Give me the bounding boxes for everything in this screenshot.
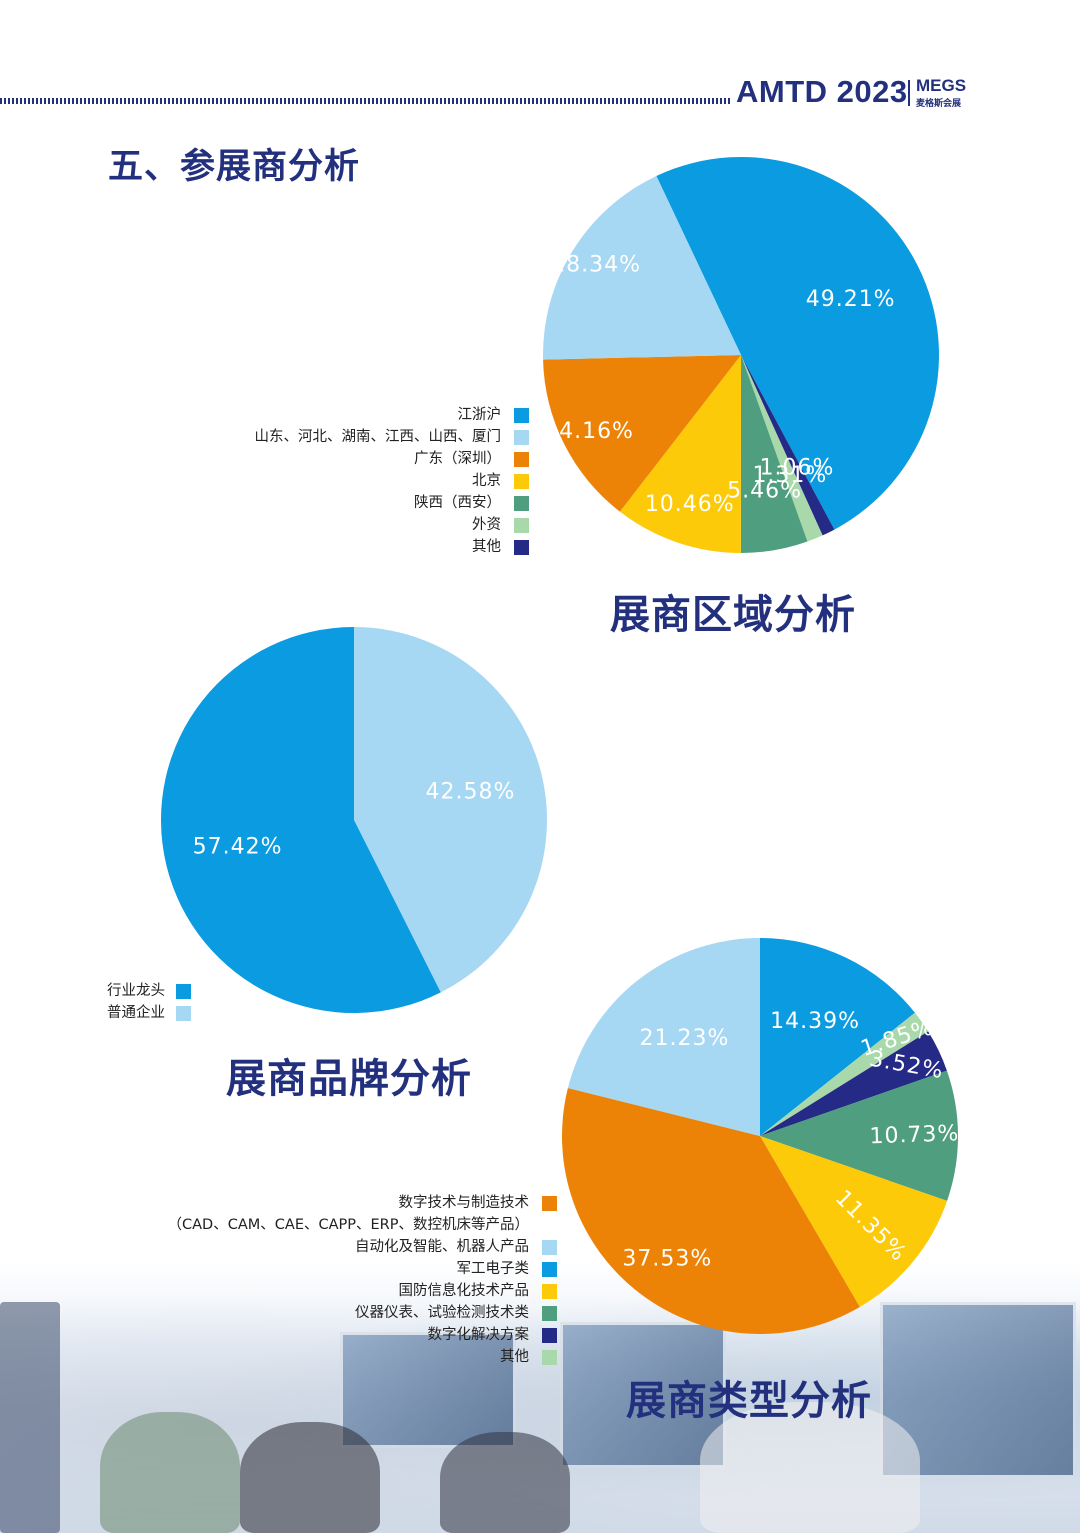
legend-swatch (542, 1284, 557, 1299)
brand-divider (908, 80, 910, 106)
legend-swatch (542, 1350, 557, 1365)
legend-item: 军工电子类 (120, 1258, 557, 1280)
pie-slice (619, 355, 741, 553)
legend-swatch (514, 518, 529, 533)
legend-item: 其他 (180, 536, 529, 558)
visitor-figure (440, 1432, 570, 1533)
legend-sublabel: （CAD、CAM、CAE、CAPP、ERP、数控机床等产品） (167, 1217, 529, 1233)
legend-swatch (542, 1306, 557, 1321)
legend-item: 国防信息化技术产品 (120, 1280, 557, 1302)
visitor-figure (700, 1402, 920, 1533)
pie-slice-label: 1.85% (858, 1015, 937, 1062)
pie-slice (161, 627, 441, 1014)
legend-swatch (514, 408, 529, 423)
legend-item: 山东、河北、湖南、江西、山西、厦门 (180, 426, 529, 448)
pie-slice (741, 355, 835, 536)
legend-label: 行业龙头 (107, 983, 165, 999)
pie-slice-label: 10.46% (645, 492, 735, 517)
pie-slice-label: 18.34% (551, 253, 641, 278)
legend-label: 仪器仪表、试验检测技术类 (355, 1305, 529, 1321)
pie-slice-label: 1.06% (760, 456, 835, 481)
pie-slice-label: 10.73% (869, 1121, 960, 1149)
pie-slice-label: 1.31% (752, 463, 827, 488)
header-dotted-rule (0, 98, 732, 104)
legend-label: 其他 (500, 1349, 529, 1365)
legend-swatch (514, 430, 529, 445)
pie-slice-label: 11.35% (830, 1186, 911, 1267)
legend-item: 仪器仪表、试验检测技术类 (120, 1302, 557, 1324)
legend-item: 江浙沪 (180, 404, 529, 426)
legend-item: 数字化解决方案 (120, 1324, 557, 1346)
legend-item: 行业龙头 (100, 980, 191, 1002)
pie-slice (543, 175, 741, 360)
pie-slice (740, 355, 808, 553)
visitor-figure (100, 1412, 240, 1533)
visitor-figure (240, 1422, 380, 1533)
legend-label: 军工电子类 (456, 1261, 530, 1277)
pie-slice-label: 49.21% (806, 287, 896, 312)
legend-item: 陕西（西安） (180, 492, 529, 514)
legend-swatch (542, 1240, 557, 1255)
pie-slice (656, 156, 940, 530)
organizer-logo-subtitle: 麦格斯会展 (916, 99, 962, 109)
pie-slice (567, 938, 760, 1136)
region-legend: 江浙沪山东、河北、湖南、江西、山西、厦门广东（深圳） 北京陕西（西安） 外资其他 (180, 404, 529, 558)
pie-slice (354, 627, 547, 993)
legend-label: 广东（深圳） (414, 451, 501, 467)
legend-item: 北京 (180, 470, 529, 492)
legend-label: 其他 (472, 539, 501, 555)
legend-swatch (542, 1328, 557, 1343)
legend-label: 普通企业 (107, 1005, 165, 1021)
legend-item: 外资 (180, 514, 529, 536)
legend-label: 山东、河北、湖南、江西、山西、厦门 (254, 429, 502, 445)
display-screen (560, 1322, 726, 1468)
legend-swatch (176, 984, 191, 999)
legend-swatch (514, 540, 529, 555)
pie-slice (760, 938, 915, 1136)
legend-swatch (514, 474, 529, 489)
legend-item: 普通企业 (100, 1002, 191, 1024)
legend-label: 外资 (472, 517, 501, 533)
section-title: 五、参展商分析 (108, 147, 361, 187)
brand-legend: 行业龙头 普通企业 (100, 980, 191, 1024)
type-legend: 数字技术与制造技术 （CAD、CAM、CAE、CAPP、ERP、数控机床等产品） 自… (120, 1192, 557, 1368)
pie-slice (760, 1012, 929, 1136)
legend-swatch (176, 1006, 191, 1021)
legend-label: 北京 (472, 473, 501, 489)
legend-swatch (542, 1196, 557, 1211)
legend-item: 数字技术与制造技术 (120, 1192, 557, 1214)
legend-swatch (514, 452, 529, 467)
pie-slice (760, 1031, 947, 1136)
pie-slice (741, 355, 823, 542)
legend-label: 陕西（西安） (414, 495, 501, 511)
legend-label: 自动化及智能、机器人产品 (355, 1239, 529, 1255)
legend-swatch (542, 1262, 557, 1277)
legend-item: 广东（深圳） (180, 448, 529, 470)
brand-chart-title: 展商品牌分析 (226, 1056, 472, 1102)
booth-post (0, 1302, 60, 1533)
legend-item: 其他 (120, 1346, 557, 1368)
display-screen (340, 1332, 516, 1448)
exhibition-photo (0, 1262, 1080, 1533)
legend-swatch (514, 496, 529, 511)
legend-item-subtitle: （CAD、CAM、CAE、CAPP、ERP、数控机床等产品） (120, 1214, 557, 1236)
pie-slice (760, 1070, 959, 1201)
pie-slice (543, 355, 741, 512)
region-chart-title: 展商区域分析 (610, 592, 856, 638)
legend-item: 自动化及智能、机器人产品 (120, 1236, 557, 1258)
pie-slice-label: 5.46% (727, 479, 802, 504)
pie-slice-label: 3.52% (867, 1047, 945, 1085)
type-chart-title: 展商类型分析 (626, 1378, 872, 1424)
legend-label: 数字化解决方案 (427, 1327, 530, 1343)
legend-label: 数字技术与制造技术 (398, 1195, 530, 1211)
pie-slice-label: 57.42% (193, 835, 283, 860)
organizer-logo: MEGS (916, 76, 967, 95)
pie-slice-label: 42.58% (425, 779, 515, 804)
pie-slice-label: 21.23% (639, 1026, 729, 1051)
legend-label: 国防信息化技术产品 (398, 1283, 530, 1299)
legend-label: 江浙沪 (457, 407, 502, 423)
pie-slice-label: 14.16% (544, 419, 634, 444)
event-logo-text: AMTD 2023 (736, 74, 908, 109)
pie-slice-label: 14.39% (770, 1009, 860, 1034)
